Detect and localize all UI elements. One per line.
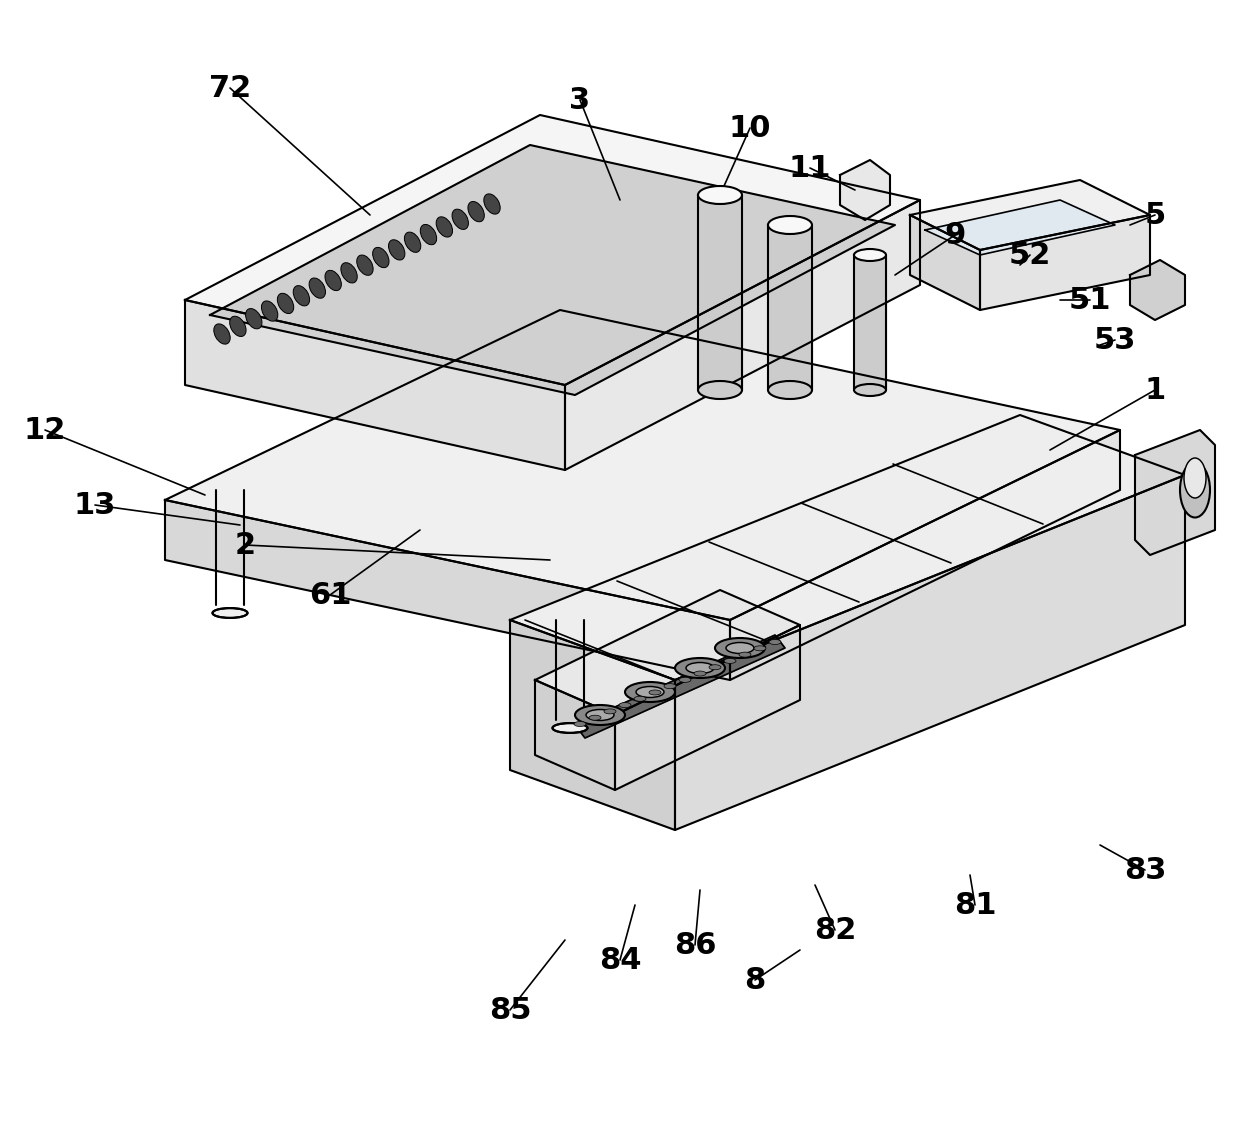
Ellipse shape (768, 381, 812, 399)
Polygon shape (565, 200, 920, 470)
Text: 9: 9 (945, 221, 966, 249)
Ellipse shape (262, 301, 278, 322)
Polygon shape (910, 180, 1149, 250)
Text: 86: 86 (673, 930, 717, 960)
Text: 85: 85 (489, 996, 531, 1024)
Ellipse shape (453, 209, 469, 230)
Ellipse shape (709, 665, 720, 670)
Ellipse shape (686, 663, 714, 673)
Polygon shape (768, 225, 812, 390)
Polygon shape (210, 146, 895, 395)
Ellipse shape (625, 682, 675, 702)
Text: 72: 72 (208, 74, 252, 102)
Polygon shape (698, 196, 742, 390)
Text: 13: 13 (74, 490, 117, 520)
Polygon shape (510, 620, 675, 830)
Ellipse shape (680, 678, 691, 682)
Text: 53: 53 (1094, 325, 1136, 355)
Ellipse shape (698, 186, 742, 204)
Ellipse shape (213, 324, 231, 345)
Polygon shape (534, 590, 800, 715)
Ellipse shape (1184, 458, 1207, 498)
Text: 83: 83 (1123, 855, 1166, 885)
Ellipse shape (694, 671, 706, 677)
Ellipse shape (739, 653, 751, 657)
Ellipse shape (604, 708, 616, 714)
Ellipse shape (293, 285, 310, 306)
Ellipse shape (724, 658, 737, 663)
Ellipse shape (634, 696, 646, 702)
Text: 84: 84 (599, 946, 641, 974)
Text: 81: 81 (954, 890, 996, 920)
Ellipse shape (212, 608, 248, 617)
Polygon shape (980, 215, 1149, 310)
Ellipse shape (388, 240, 405, 260)
Text: 11: 11 (789, 153, 831, 183)
Ellipse shape (636, 687, 663, 697)
Polygon shape (575, 634, 785, 738)
Ellipse shape (587, 709, 614, 721)
Ellipse shape (854, 384, 887, 396)
Text: 8: 8 (744, 965, 765, 995)
Text: 61: 61 (309, 581, 351, 609)
Ellipse shape (1180, 463, 1210, 517)
Ellipse shape (754, 646, 766, 650)
Polygon shape (185, 300, 565, 470)
Ellipse shape (854, 249, 887, 262)
Ellipse shape (675, 658, 725, 678)
Ellipse shape (467, 201, 485, 222)
Ellipse shape (436, 217, 453, 238)
Polygon shape (534, 680, 615, 790)
Ellipse shape (341, 263, 357, 283)
Ellipse shape (357, 255, 373, 275)
Ellipse shape (373, 248, 389, 267)
Text: 10: 10 (729, 114, 771, 142)
Ellipse shape (420, 224, 436, 244)
Polygon shape (510, 415, 1185, 680)
Text: 2: 2 (234, 531, 255, 559)
Ellipse shape (553, 723, 588, 733)
Polygon shape (185, 115, 920, 385)
Polygon shape (675, 475, 1185, 830)
Polygon shape (165, 310, 1120, 620)
Ellipse shape (649, 690, 661, 695)
Ellipse shape (619, 703, 631, 707)
Polygon shape (925, 200, 1115, 255)
Text: 52: 52 (1009, 241, 1052, 269)
Ellipse shape (589, 715, 601, 720)
Ellipse shape (574, 722, 587, 727)
Text: 12: 12 (24, 415, 66, 445)
Text: 5: 5 (1145, 200, 1166, 230)
Polygon shape (730, 430, 1120, 680)
Ellipse shape (325, 271, 341, 291)
Ellipse shape (484, 193, 500, 214)
Ellipse shape (575, 705, 625, 725)
Ellipse shape (229, 316, 246, 337)
Text: 51: 51 (1069, 285, 1111, 315)
Ellipse shape (404, 232, 420, 252)
Ellipse shape (663, 683, 676, 689)
Text: 82: 82 (813, 915, 856, 945)
Ellipse shape (246, 308, 262, 329)
Ellipse shape (725, 642, 754, 654)
Polygon shape (839, 160, 890, 219)
Polygon shape (165, 500, 730, 680)
Polygon shape (1135, 430, 1215, 555)
Polygon shape (910, 215, 980, 310)
Text: 3: 3 (569, 85, 590, 115)
Ellipse shape (768, 216, 812, 234)
Text: 1: 1 (1145, 375, 1166, 405)
Ellipse shape (715, 638, 765, 658)
Ellipse shape (698, 381, 742, 399)
Ellipse shape (309, 277, 325, 298)
Ellipse shape (278, 293, 294, 314)
Ellipse shape (769, 639, 781, 645)
Polygon shape (615, 625, 800, 790)
Polygon shape (1130, 260, 1185, 319)
Polygon shape (854, 255, 887, 390)
